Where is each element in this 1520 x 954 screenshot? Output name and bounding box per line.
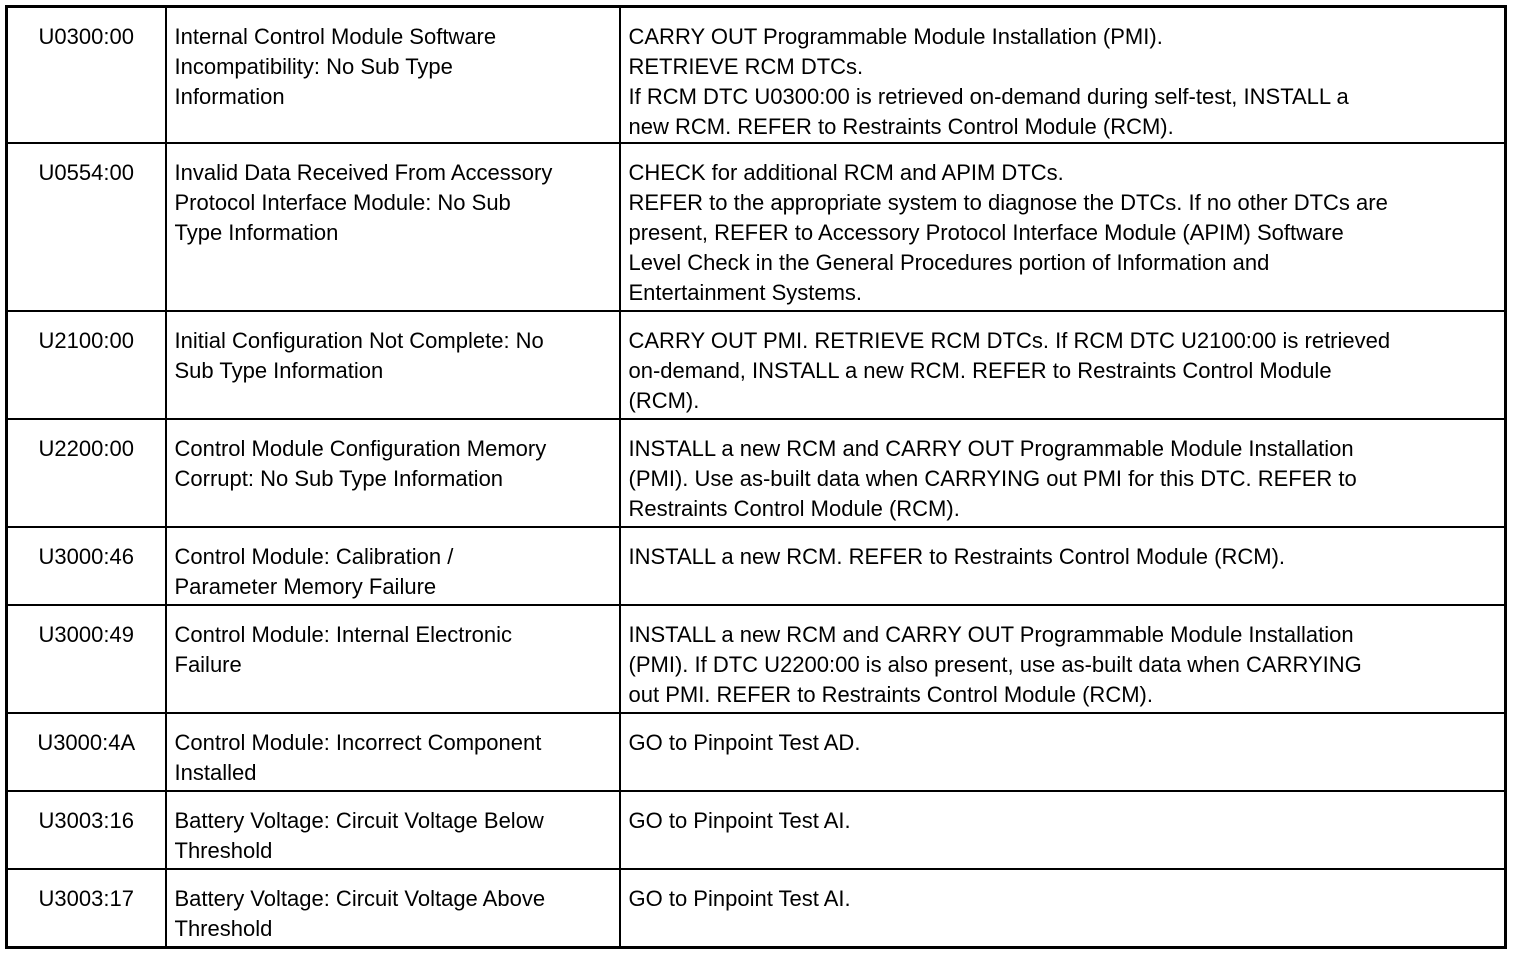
table-row: U2100:00 Initial Configuration Not Comple… [5,310,1507,420]
table-row: U3000:4A Control Module: Incorrect Compon… [5,712,1507,792]
dtc-description-line: Sub Type Information [174,358,384,383]
dtc-action-line: CHECK for additional RCM and APIM DTCs. [628,160,1064,185]
table-row: U3000:46 Control Module: Calibration / Par… [5,526,1507,606]
dtc-description-line: Corrupt: No Sub Type Information [174,466,504,491]
dtc-action: INSTALL a new RCM and CARRY OUT Programm… [618,418,1507,528]
dtc-description-line: Type Information [174,220,339,245]
dtc-description: Initial Configuration Not Complete: No Su… [164,310,621,420]
dtc-action: GO to Pinpoint Test AI. [618,868,1507,948]
dtc-action-line: present, REFER to Accessory Protocol Int… [628,220,1344,245]
dtc-description-line: Battery Voltage: Circuit Voltage Below [174,808,544,833]
dtc-code: U3000:46 [5,526,167,606]
dtc-description-line: Control Module: Internal Electronic [174,622,513,647]
dtc-action-line: GO to Pinpoint Test AI. [628,808,851,833]
dtc-description-line: Failure [174,652,242,677]
dtc-action-line: REFER to the appropriate system to diagn… [628,190,1388,215]
dtc-description-line: Threshold [174,916,273,941]
dtc-description-line: Battery Voltage: Circuit Voltage Above [174,886,546,911]
dtc-action-line: on-demand, INSTALL a new RCM. REFER to R… [628,358,1332,383]
dtc-action: GO to Pinpoint Test AD. [618,712,1507,792]
dtc-code: U3003:17 [5,868,167,948]
dtc-description-line: Control Module: Calibration / [174,544,454,569]
dtc-description-line: Internal Control Module Software [174,24,497,49]
dtc-action-line: Restraints Control Module (RCM). [628,496,960,521]
dtc-action-line: (PMI). If DTC U2200:00 is also present, … [628,652,1362,677]
dtc-description-line: Invalid Data Received From Accessory [174,160,553,185]
dtc-code: U3000:4A [5,712,167,792]
dtc-action-line: If RCM DTC U0300:00 is retrieved on-dema… [628,84,1349,109]
dtc-action-line: Entertainment Systems. [628,280,863,305]
dtc-code: U3000:49 [5,604,167,714]
dtc-description-line: Installed [174,760,257,785]
dtc-description-line: Initial Configuration Not Complete: No [174,328,544,353]
dtc-action-line: INSTALL a new RCM and CARRY OUT Programm… [628,436,1354,461]
dtc-action: INSTALL a new RCM and CARRY OUT Programm… [618,604,1507,714]
dtc-action-line: GO to Pinpoint Test AI. [628,886,851,911]
table-row: U3000:49 Control Module: Internal Electro… [5,604,1507,714]
dtc-action: INSTALL a new RCM. REFER to Restraints C… [618,526,1507,606]
dtc-action-line: RETRIEVE RCM DTCs. [628,54,864,79]
dtc-table: U0300:00 Internal Control Module Software… [5,5,1507,949]
table-row: U3003:16 Battery Voltage: Circuit Voltage… [5,790,1507,870]
dtc-description-line: Protocol Interface Module: No Sub [174,190,511,215]
dtc-description: Battery Voltage: Circuit Voltage Below Th… [164,790,621,870]
dtc-description: Internal Control Module Software Incompat… [164,5,621,144]
dtc-code: U0554:00 [5,142,167,312]
dtc-action-line: new RCM. REFER to Restraints Control Mod… [628,114,1174,139]
dtc-action-line: out PMI. REFER to Restraints Control Mod… [628,682,1153,707]
dtc-action-line: GO to Pinpoint Test AD. [628,730,861,755]
dtc-code: U2100:00 [5,310,167,420]
dtc-action-line: (RCM). [628,388,700,413]
dtc-action: CARRY OUT PMI. RETRIEVE RCM DTCs. If RCM… [618,310,1507,420]
dtc-action: GO to Pinpoint Test AI. [618,790,1507,870]
dtc-action: CHECK for additional RCM and APIM DTCs. R… [618,142,1507,312]
dtc-action-line: Level Check in the General Procedures po… [628,250,1270,275]
dtc-description: Control Module: Incorrect Component Insta… [164,712,621,792]
dtc-description: Battery Voltage: Circuit Voltage Above Th… [164,868,621,948]
dtc-code: U2200:00 [5,418,167,528]
dtc-description: Control Module Configuration Memory Corru… [164,418,621,528]
dtc-code: U3003:16 [5,790,167,870]
dtc-action-line: INSTALL a new RCM. REFER to Restraints C… [628,544,1286,569]
dtc-action-line: INSTALL a new RCM and CARRY OUT Programm… [628,622,1354,647]
table-row: U0300:00 Internal Control Module Software… [5,5,1507,144]
dtc-action-line: CARRY OUT Programmable Module Installati… [628,24,1163,49]
dtc-description-line: Information [174,84,285,109]
dtc-action-line: (PMI). Use as-built data when CARRYING o… [628,466,1357,491]
table-row: U3003:17 Battery Voltage: Circuit Voltage… [5,868,1507,948]
dtc-action: CARRY OUT Programmable Module Installati… [618,5,1507,144]
dtc-code: U0300:00 [5,5,167,144]
dtc-description-line: Control Module: Incorrect Component [174,730,542,755]
table-row: U2200:00 Control Module Configuration Mem… [5,418,1507,528]
dtc-description: Control Module: Internal Electronic Failu… [164,604,621,714]
dtc-description: Control Module: Calibration / Parameter M… [164,526,621,606]
dtc-description-line: Control Module Configuration Memory [174,436,547,461]
dtc-description-line: Parameter Memory Failure [174,574,437,599]
dtc-description-line: Incompatibility: No Sub Type [174,54,453,79]
dtc-description-line: Threshold [174,838,273,863]
dtc-description: Invalid Data Received From Accessory Prot… [164,142,621,312]
table-row: U0554:00 Invalid Data Received From Acces… [5,142,1507,312]
dtc-action-line: CARRY OUT PMI. RETRIEVE RCM DTCs. If RCM… [628,328,1391,353]
